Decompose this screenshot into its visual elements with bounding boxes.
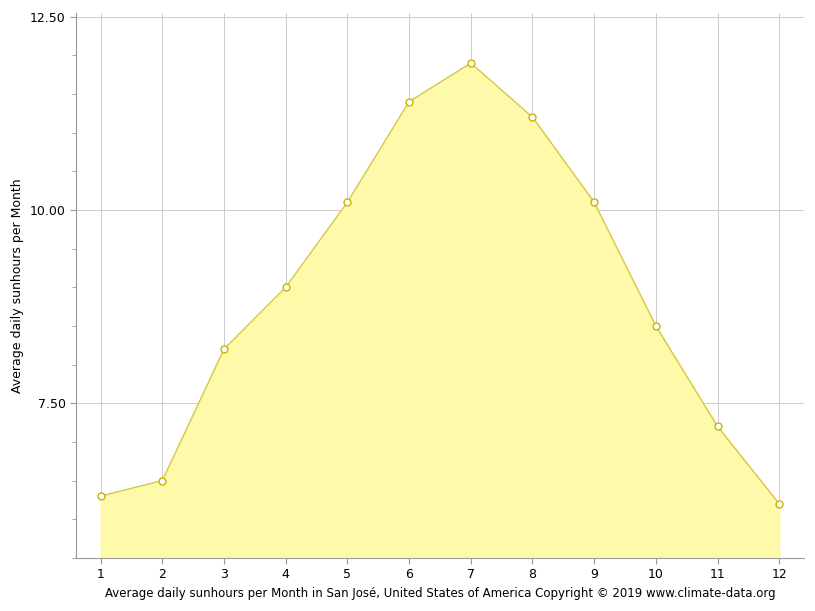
Y-axis label: Average daily sunhours per Month: Average daily sunhours per Month — [11, 178, 24, 393]
X-axis label: Average daily sunhours per Month in San José, United States of America Copyright: Average daily sunhours per Month in San … — [104, 587, 775, 600]
